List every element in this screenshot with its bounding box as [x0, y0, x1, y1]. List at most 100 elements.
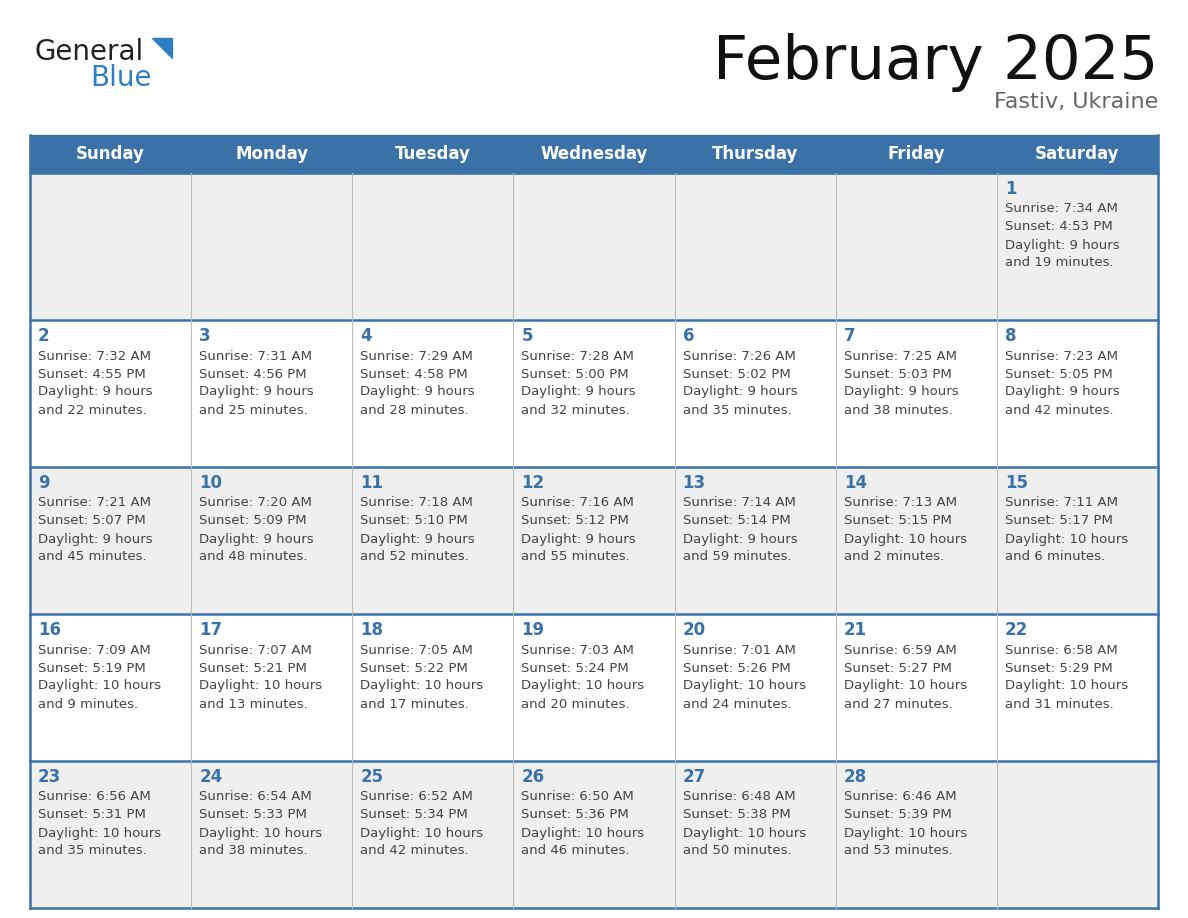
Text: Blue: Blue	[90, 64, 152, 92]
Text: and 2 minutes.: and 2 minutes.	[843, 551, 944, 564]
Text: Sunrise: 7:32 AM: Sunrise: 7:32 AM	[38, 350, 151, 363]
Text: Daylight: 10 hours: Daylight: 10 hours	[522, 826, 645, 839]
Text: Friday: Friday	[887, 145, 946, 163]
Text: 18: 18	[360, 621, 384, 639]
Text: and 52 minutes.: and 52 minutes.	[360, 551, 469, 564]
Text: Sunrise: 6:58 AM: Sunrise: 6:58 AM	[1005, 644, 1118, 656]
Text: 16: 16	[38, 621, 61, 639]
Text: 20: 20	[683, 621, 706, 639]
Text: Daylight: 9 hours: Daylight: 9 hours	[360, 386, 475, 398]
Bar	[30, 467, 1158, 614]
Text: Sunset: 5:07 PM: Sunset: 5:07 PM	[38, 514, 146, 528]
Text: Sunrise: 6:48 AM: Sunrise: 6:48 AM	[683, 790, 795, 803]
Text: Sunset: 5:19 PM: Sunset: 5:19 PM	[38, 662, 146, 675]
Text: Sunday: Sunday	[76, 145, 145, 163]
Text: and 46 minutes.: and 46 minutes.	[522, 845, 630, 857]
Text: Daylight: 9 hours: Daylight: 9 hours	[38, 532, 152, 545]
Text: Sunrise: 7:21 AM: Sunrise: 7:21 AM	[38, 497, 151, 509]
Text: Sunset: 5:15 PM: Sunset: 5:15 PM	[843, 514, 952, 528]
Text: and 32 minutes.: and 32 minutes.	[522, 404, 630, 417]
Text: and 35 minutes.: and 35 minutes.	[683, 404, 791, 417]
Text: and 31 minutes.: and 31 minutes.	[1005, 698, 1113, 711]
Text: 5: 5	[522, 327, 533, 345]
Text: and 59 minutes.: and 59 minutes.	[683, 551, 791, 564]
Text: Daylight: 10 hours: Daylight: 10 hours	[522, 679, 645, 692]
Text: 13: 13	[683, 474, 706, 492]
Text: and 25 minutes.: and 25 minutes.	[200, 404, 308, 417]
Text: Daylight: 10 hours: Daylight: 10 hours	[200, 826, 322, 839]
Text: Sunrise: 7:03 AM: Sunrise: 7:03 AM	[522, 644, 634, 656]
Text: Fastiv, Ukraine: Fastiv, Ukraine	[993, 92, 1158, 112]
Text: Sunrise: 7:18 AM: Sunrise: 7:18 AM	[360, 497, 473, 509]
Text: 21: 21	[843, 621, 867, 639]
Text: Daylight: 9 hours: Daylight: 9 hours	[200, 386, 314, 398]
Text: 12: 12	[522, 474, 544, 492]
Text: Daylight: 9 hours: Daylight: 9 hours	[1005, 239, 1119, 252]
Text: Sunrise: 7:28 AM: Sunrise: 7:28 AM	[522, 350, 634, 363]
Text: 6: 6	[683, 327, 694, 345]
Text: 1: 1	[1005, 180, 1017, 198]
Text: 28: 28	[843, 768, 867, 786]
Text: Daylight: 10 hours: Daylight: 10 hours	[843, 826, 967, 839]
Text: Sunset: 5:29 PM: Sunset: 5:29 PM	[1005, 662, 1113, 675]
Text: and 38 minutes.: and 38 minutes.	[843, 404, 953, 417]
Text: Daylight: 9 hours: Daylight: 9 hours	[522, 532, 636, 545]
Text: Sunset: 5:31 PM: Sunset: 5:31 PM	[38, 809, 146, 822]
Text: 27: 27	[683, 768, 706, 786]
Text: Sunset: 5:00 PM: Sunset: 5:00 PM	[522, 367, 630, 380]
Text: Daylight: 10 hours: Daylight: 10 hours	[1005, 532, 1127, 545]
Text: Sunset: 5:27 PM: Sunset: 5:27 PM	[843, 662, 952, 675]
Text: Sunrise: 7:20 AM: Sunrise: 7:20 AM	[200, 497, 312, 509]
Text: Daylight: 9 hours: Daylight: 9 hours	[200, 532, 314, 545]
Text: 22: 22	[1005, 621, 1028, 639]
Text: 10: 10	[200, 474, 222, 492]
Text: Sunset: 5:02 PM: Sunset: 5:02 PM	[683, 367, 790, 380]
Text: Daylight: 9 hours: Daylight: 9 hours	[683, 532, 797, 545]
Text: Sunrise: 7:07 AM: Sunrise: 7:07 AM	[200, 644, 312, 656]
Bar	[30, 614, 1158, 761]
Text: Sunset: 4:58 PM: Sunset: 4:58 PM	[360, 367, 468, 380]
Text: Sunrise: 7:25 AM: Sunrise: 7:25 AM	[843, 350, 956, 363]
Text: Sunrise: 7:09 AM: Sunrise: 7:09 AM	[38, 644, 151, 656]
Text: 7: 7	[843, 327, 855, 345]
Text: Daylight: 9 hours: Daylight: 9 hours	[1005, 386, 1119, 398]
Text: Sunrise: 7:23 AM: Sunrise: 7:23 AM	[1005, 350, 1118, 363]
Text: February 2025: February 2025	[713, 32, 1158, 92]
Text: and 24 minutes.: and 24 minutes.	[683, 698, 791, 711]
Text: 19: 19	[522, 621, 544, 639]
Text: and 22 minutes.: and 22 minutes.	[38, 404, 147, 417]
Text: and 20 minutes.: and 20 minutes.	[522, 698, 630, 711]
Text: and 50 minutes.: and 50 minutes.	[683, 845, 791, 857]
Text: Daylight: 10 hours: Daylight: 10 hours	[200, 679, 322, 692]
Text: Sunset: 5:09 PM: Sunset: 5:09 PM	[200, 514, 307, 528]
Text: and 27 minutes.: and 27 minutes.	[843, 698, 953, 711]
Text: Daylight: 10 hours: Daylight: 10 hours	[683, 826, 805, 839]
Text: and 55 minutes.: and 55 minutes.	[522, 551, 630, 564]
Text: 2: 2	[38, 327, 50, 345]
Text: Daylight: 9 hours: Daylight: 9 hours	[843, 386, 959, 398]
Text: General: General	[34, 38, 144, 66]
Text: 25: 25	[360, 768, 384, 786]
Text: Daylight: 9 hours: Daylight: 9 hours	[522, 386, 636, 398]
Text: Sunset: 5:17 PM: Sunset: 5:17 PM	[1005, 514, 1113, 528]
Text: Sunrise: 7:14 AM: Sunrise: 7:14 AM	[683, 497, 796, 509]
Text: Daylight: 10 hours: Daylight: 10 hours	[683, 679, 805, 692]
Text: Sunrise: 7:05 AM: Sunrise: 7:05 AM	[360, 644, 473, 656]
Text: Sunset: 5:34 PM: Sunset: 5:34 PM	[360, 809, 468, 822]
Text: Sunset: 4:55 PM: Sunset: 4:55 PM	[38, 367, 146, 380]
Text: Sunrise: 7:31 AM: Sunrise: 7:31 AM	[200, 350, 312, 363]
Text: Sunset: 5:24 PM: Sunset: 5:24 PM	[522, 662, 630, 675]
Text: Sunset: 5:39 PM: Sunset: 5:39 PM	[843, 809, 952, 822]
Text: Daylight: 10 hours: Daylight: 10 hours	[360, 826, 484, 839]
Text: Sunrise: 7:13 AM: Sunrise: 7:13 AM	[843, 497, 956, 509]
Text: Sunrise: 6:56 AM: Sunrise: 6:56 AM	[38, 790, 151, 803]
Text: Daylight: 9 hours: Daylight: 9 hours	[360, 532, 475, 545]
Polygon shape	[152, 38, 172, 58]
Bar	[30, 761, 1158, 908]
Text: Sunset: 5:03 PM: Sunset: 5:03 PM	[843, 367, 952, 380]
Text: and 6 minutes.: and 6 minutes.	[1005, 551, 1105, 564]
Text: Thursday: Thursday	[712, 145, 798, 163]
Text: and 35 minutes.: and 35 minutes.	[38, 845, 147, 857]
Text: Sunset: 5:10 PM: Sunset: 5:10 PM	[360, 514, 468, 528]
Text: Sunrise: 6:50 AM: Sunrise: 6:50 AM	[522, 790, 634, 803]
